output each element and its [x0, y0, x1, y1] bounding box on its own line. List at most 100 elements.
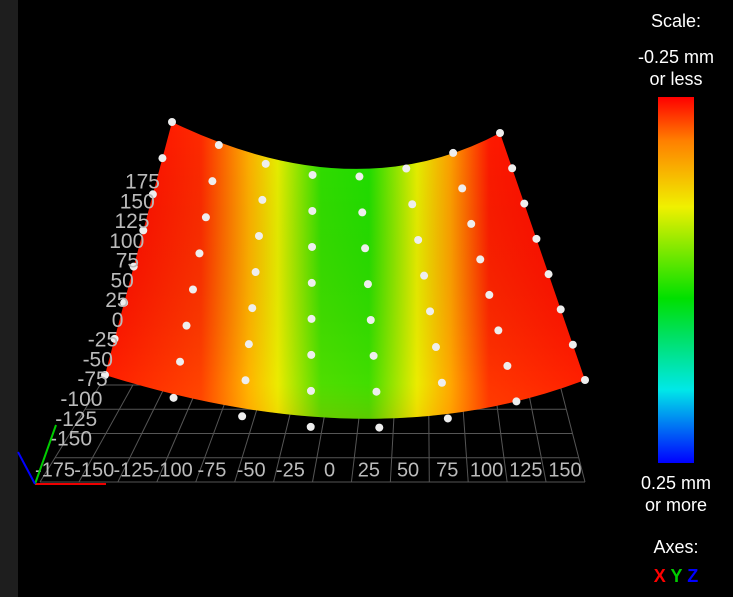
mesh-point — [120, 298, 129, 307]
mesh-point — [182, 321, 191, 330]
mesh-point — [308, 170, 317, 179]
label-line: or less — [649, 69, 703, 89]
mesh-point — [188, 285, 197, 294]
mesh-point — [248, 304, 257, 313]
mesh-point — [306, 386, 315, 395]
x-tick-label: -75 — [197, 459, 226, 481]
mesh-point — [375, 423, 384, 432]
mesh-point — [568, 340, 577, 349]
mesh-points — [101, 118, 589, 432]
mesh-point — [449, 148, 458, 157]
y-tick-label: 100 — [109, 230, 144, 253]
mesh-point — [306, 422, 315, 431]
mesh-point — [420, 271, 429, 280]
x-tick-label: -125 — [113, 459, 153, 481]
mesh-point — [148, 190, 157, 199]
mesh-point — [307, 278, 316, 287]
mesh-point — [544, 270, 553, 279]
x-tick-label: -25 — [276, 459, 305, 481]
mesh-point — [485, 290, 494, 299]
label-line: -0.25 mm — [637, 47, 715, 67]
y-tick-label: 0 — [112, 309, 124, 332]
mesh-point — [431, 343, 440, 352]
x-tick-label: 125 — [509, 459, 542, 481]
axis-z: Z — [687, 566, 699, 586]
mesh-point — [414, 235, 423, 244]
mesh-point — [467, 219, 476, 228]
mesh-point — [556, 305, 565, 314]
y-tick-label: -25 — [88, 329, 118, 352]
x-tick-label: 0 — [324, 459, 335, 481]
y-tick-label: -150 — [50, 428, 92, 451]
side-strip — [0, 0, 18, 597]
mesh-point — [458, 184, 467, 193]
mesh-point — [241, 376, 250, 385]
mesh-point — [443, 414, 452, 423]
y-tick-label: 125 — [114, 210, 149, 233]
z-axis-indicator — [17, 451, 36, 485]
axes-legend: X Y Z — [618, 565, 733, 587]
mesh-point — [176, 357, 185, 366]
mesh-point — [512, 397, 521, 406]
y-tick-label: 75 — [116, 250, 139, 273]
scale-bottom-label: 0.25 mm or more — [618, 472, 733, 516]
mesh-point — [110, 334, 119, 343]
mesh-point — [307, 350, 316, 359]
mesh-point — [307, 314, 316, 323]
y-tick-label: -50 — [83, 348, 113, 371]
mesh-point — [201, 213, 210, 222]
mesh-point — [258, 195, 267, 204]
y-tick-label: -100 — [60, 388, 102, 411]
scale-top-label: -0.25 mm or less — [618, 46, 733, 90]
y-tick-label: -125 — [55, 408, 97, 431]
mesh-point — [496, 129, 504, 137]
mesh-point — [238, 412, 247, 421]
y-axis-indicator — [34, 424, 57, 485]
axes-title: Axes: — [653, 537, 699, 557]
mesh-point — [508, 164, 517, 173]
x-tick-label: -175 — [35, 459, 75, 481]
mesh-point — [195, 249, 204, 258]
mesh-point — [363, 280, 372, 289]
x-tick-label: -50 — [237, 459, 266, 481]
x-tick-label: 25 — [358, 459, 380, 481]
mesh-point — [254, 231, 263, 240]
mesh-point — [408, 200, 417, 209]
axis-x: X — [653, 566, 666, 586]
mesh-point — [101, 371, 109, 379]
y-tick-label: 150 — [120, 190, 155, 213]
mesh-point — [369, 351, 378, 360]
mesh-point — [208, 177, 217, 186]
x-tick-label: 150 — [548, 459, 581, 481]
y-tick-label: -75 — [77, 368, 107, 391]
mesh-point — [581, 376, 589, 384]
mesh-point — [251, 268, 260, 277]
label-line: or more — [644, 495, 707, 515]
y-tick-label: 175 — [125, 171, 160, 194]
mesh-point — [520, 199, 529, 208]
x-tick-label: -150 — [74, 459, 114, 481]
mesh-point — [426, 307, 435, 316]
mesh-point — [244, 340, 253, 349]
y-tick-label: 50 — [110, 269, 133, 292]
mesh-point — [532, 234, 541, 243]
mesh-shade — [105, 122, 585, 419]
x-tick-label: 75 — [436, 459, 458, 481]
mesh-point — [139, 226, 148, 235]
x-tick-label: -100 — [153, 459, 193, 481]
mesh-point — [372, 387, 381, 396]
mesh-point — [308, 242, 317, 251]
mesh-point — [476, 255, 485, 264]
label-line: 0.25 mm — [640, 473, 712, 493]
x-tick-label: 50 — [397, 459, 419, 481]
mesh-point — [261, 159, 270, 168]
mesh-point — [158, 154, 167, 163]
mesh-point — [437, 378, 446, 387]
mesh-point — [358, 208, 367, 217]
mesh-point — [308, 206, 317, 215]
mesh-point — [494, 326, 503, 335]
color-scale — [658, 97, 694, 463]
mesh-point — [366, 315, 375, 324]
y-tick-label: 25 — [105, 289, 128, 312]
scale-title: Scale: — [650, 11, 702, 31]
